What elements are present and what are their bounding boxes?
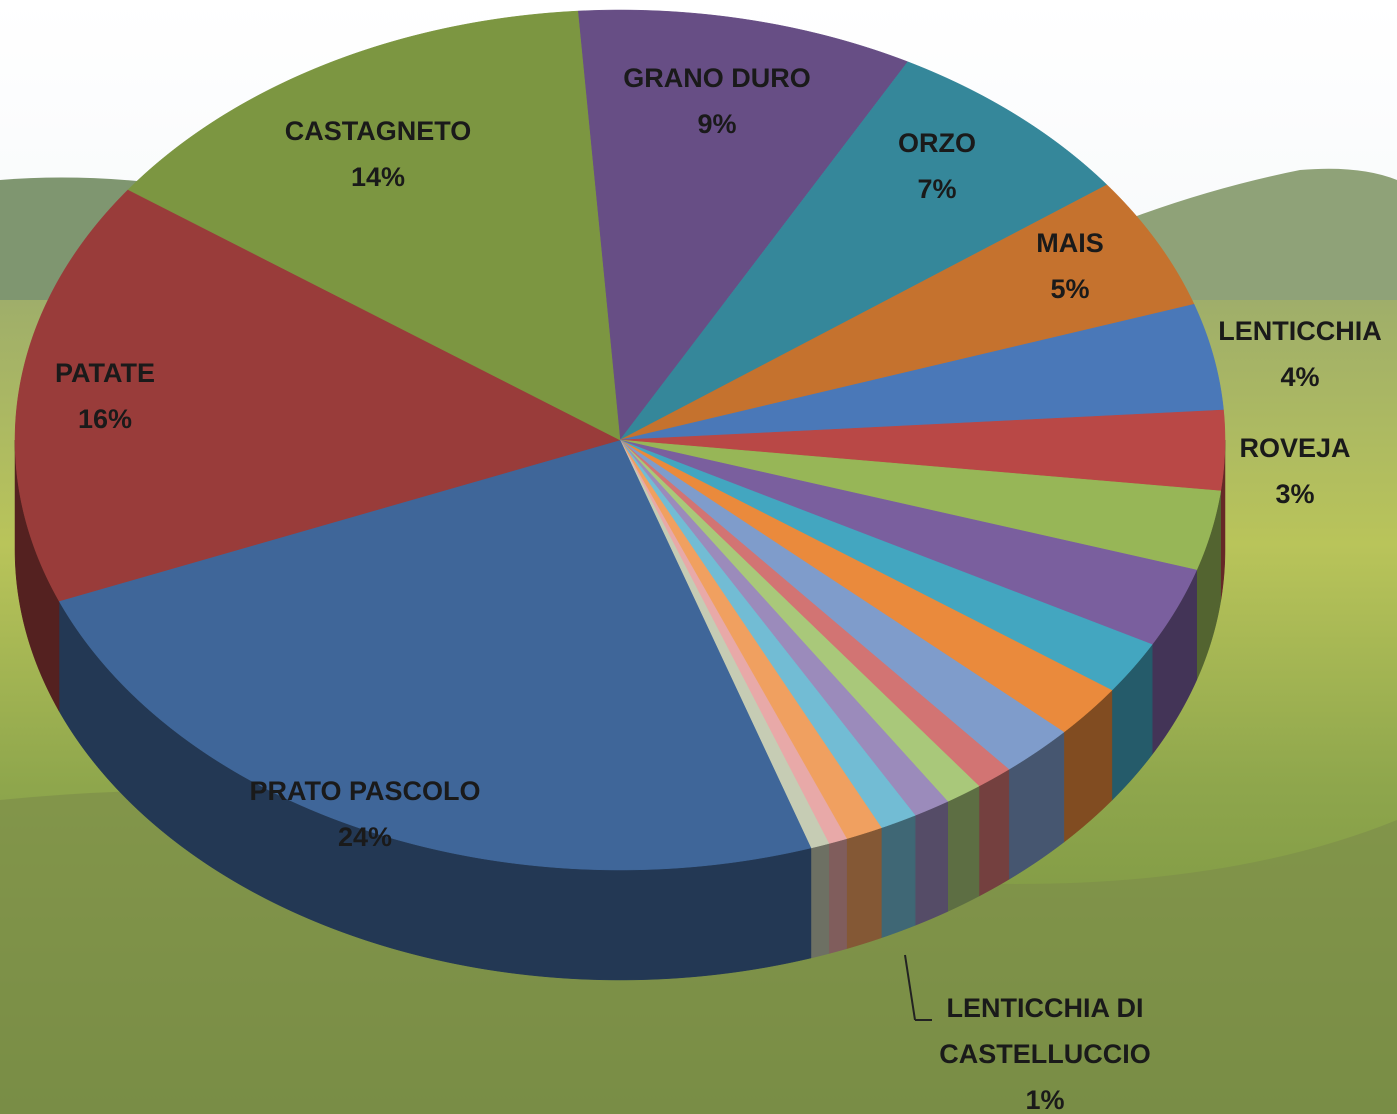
slice (619, 303, 1224, 441)
slice-label: GRANO DURO 9% (623, 55, 811, 147)
slice (619, 439, 916, 829)
slice (127, 10, 621, 441)
category-label: LENTICCHIA DI CASTELLUCCIO (939, 993, 1151, 1069)
category-label: ORZO (898, 128, 976, 158)
value-label: 14% (350, 162, 406, 192)
slice-label: PRATO PASCOLO 24% (249, 768, 480, 860)
value-label: 7% (917, 174, 957, 204)
value-label: 1% (1025, 1085, 1065, 1114)
category-label: PRATO PASCOLO (249, 776, 481, 806)
slice-label: LENTICCHIA 4% (1218, 308, 1382, 400)
slice (619, 61, 1108, 441)
value-label: 9% (697, 109, 737, 139)
value-label: 24% (337, 822, 393, 852)
slice (619, 439, 1010, 787)
pie-sides (14, 439, 1226, 981)
slice (577, 9, 909, 441)
slice (619, 439, 1065, 770)
slice (58, 439, 812, 871)
slice (619, 439, 949, 816)
value-label: 5% (1050, 274, 1090, 304)
slice-label: LENTICCHIA DI CASTELLUCCIO 1% (920, 985, 1170, 1114)
slice-label: ROVEJA 3% (1239, 425, 1350, 517)
category-label: MAIS (1036, 228, 1104, 258)
category-label: GRANO DURO (623, 63, 811, 93)
pie-tops (14, 9, 1226, 871)
slice (619, 439, 1113, 733)
slice (619, 409, 1226, 492)
slice-label: MAIS 5% (1036, 220, 1104, 312)
slice-side (881, 814, 916, 939)
category-label: CASTAGNETO (284, 116, 472, 146)
slice-side (810, 843, 830, 959)
slice (619, 439, 1153, 691)
slice (619, 439, 980, 802)
slice-label: ORZO 7% (898, 120, 976, 212)
slice-side (947, 785, 980, 912)
value-label: 16% (77, 404, 133, 434)
slice-side (828, 838, 847, 954)
slice-label: CASTAGNETO 14% (285, 108, 472, 200)
slice-side (978, 768, 1010, 897)
slice (619, 439, 1222, 571)
slice-side (846, 827, 882, 950)
slice (619, 439, 1198, 645)
value-label: 3% (1275, 479, 1315, 509)
slice (619, 184, 1195, 441)
slice-side (914, 801, 948, 926)
category-label: ROVEJA (1239, 433, 1351, 463)
category-label: LENTICCHIA (1218, 316, 1382, 346)
category-label: PATATE (55, 358, 155, 388)
slice (619, 439, 882, 839)
slice-label: PATATE 16% (55, 350, 155, 442)
value-label: 4% (1280, 362, 1320, 392)
slice (14, 189, 621, 602)
leader-line (904, 954, 916, 1021)
